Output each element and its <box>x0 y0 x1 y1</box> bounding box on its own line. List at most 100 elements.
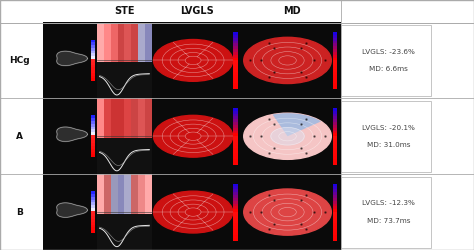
Text: LVGLS: -20.1%: LVGLS: -20.1% <box>362 124 415 130</box>
Bar <box>111 98 118 138</box>
Bar <box>91 135 95 138</box>
Bar <box>333 136 337 139</box>
Bar <box>333 63 337 66</box>
Polygon shape <box>57 51 87 66</box>
Circle shape <box>244 189 331 235</box>
Bar <box>233 201 238 203</box>
Bar <box>333 55 337 58</box>
Bar <box>233 114 238 116</box>
Bar <box>233 218 238 220</box>
Bar <box>91 152 95 154</box>
Bar <box>118 22 124 62</box>
Bar <box>333 184 337 186</box>
Bar <box>91 219 95 222</box>
Bar <box>233 78 238 80</box>
Bar <box>233 86 238 89</box>
Bar <box>91 48 95 51</box>
Bar <box>118 174 124 214</box>
Bar <box>97 174 152 250</box>
Bar <box>233 58 238 60</box>
Bar <box>233 116 238 119</box>
Bar <box>118 98 124 138</box>
Bar <box>91 59 95 62</box>
Bar <box>97 214 152 250</box>
Bar <box>233 224 238 226</box>
Bar <box>333 128 337 130</box>
Bar <box>333 162 337 165</box>
Text: LVGLS: -23.6%: LVGLS: -23.6% <box>362 49 415 55</box>
Bar <box>91 116 95 118</box>
Bar <box>233 142 238 145</box>
Bar <box>233 148 238 150</box>
Bar <box>91 149 95 152</box>
Bar <box>233 226 238 229</box>
Bar <box>333 145 337 148</box>
Bar <box>333 209 337 212</box>
Bar <box>91 202 95 205</box>
Bar <box>91 214 95 216</box>
Bar <box>124 98 131 138</box>
Bar <box>333 122 337 125</box>
Bar <box>91 118 95 121</box>
Bar <box>97 98 152 174</box>
Bar <box>233 184 238 186</box>
Bar <box>91 121 95 124</box>
Bar <box>91 222 95 224</box>
Bar <box>233 189 238 192</box>
Bar <box>233 52 238 55</box>
Text: A: A <box>16 132 23 141</box>
Bar <box>333 32 337 35</box>
Bar <box>333 204 337 206</box>
Bar <box>333 232 337 235</box>
Bar <box>91 208 95 211</box>
Bar <box>233 111 238 114</box>
Bar <box>333 52 337 55</box>
Bar <box>333 125 337 128</box>
Bar <box>152 98 242 174</box>
Bar <box>333 195 337 198</box>
Bar <box>333 186 337 189</box>
Bar <box>91 45 95 48</box>
Bar <box>333 46 337 49</box>
Bar <box>91 216 95 219</box>
Bar <box>91 73 95 76</box>
Bar <box>104 22 111 62</box>
Bar <box>233 204 238 206</box>
Bar <box>333 238 337 240</box>
Bar <box>233 119 238 122</box>
Bar <box>233 32 238 35</box>
Bar <box>333 35 337 38</box>
Bar <box>233 229 238 232</box>
Circle shape <box>154 191 233 233</box>
Bar <box>91 143 95 146</box>
Bar <box>91 228 95 230</box>
Bar <box>145 22 152 62</box>
Bar <box>91 138 95 140</box>
Bar <box>124 174 131 214</box>
Bar <box>91 191 95 194</box>
Bar <box>91 230 95 233</box>
Bar <box>233 198 238 201</box>
Bar <box>333 198 337 201</box>
Bar <box>104 98 111 138</box>
Text: STE: STE <box>114 6 135 16</box>
Bar <box>111 174 118 214</box>
Bar <box>233 220 238 224</box>
Bar <box>233 159 238 162</box>
Bar <box>333 43 337 46</box>
Bar <box>43 22 97 98</box>
Bar <box>233 38 238 40</box>
Bar <box>111 22 118 62</box>
Bar <box>91 124 95 126</box>
Bar <box>333 201 337 203</box>
Bar <box>97 22 104 62</box>
Bar <box>242 174 341 250</box>
Bar <box>333 159 337 162</box>
Bar <box>43 98 97 174</box>
Bar <box>333 212 337 215</box>
Bar <box>233 55 238 58</box>
Bar <box>333 229 337 232</box>
Bar <box>91 76 95 78</box>
Bar <box>91 132 95 135</box>
Bar <box>333 206 337 209</box>
